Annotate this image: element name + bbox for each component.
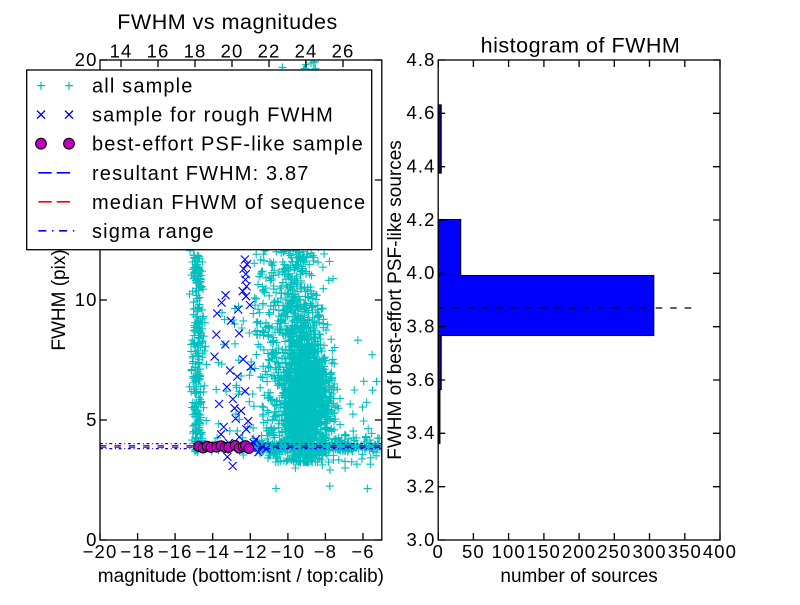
svg-text:16: 16	[147, 41, 170, 62]
svg-text:all sample: all sample	[92, 76, 194, 98]
svg-text:50: 50	[462, 541, 485, 562]
svg-text:−10: −10	[271, 541, 306, 562]
svg-text:FWHM vs magnitudes: FWHM vs magnitudes	[117, 10, 337, 34]
svg-text:200: 200	[562, 541, 596, 562]
svg-text:4.6: 4.6	[406, 102, 435, 123]
svg-text:−14: −14	[195, 541, 230, 562]
svg-text:24: 24	[295, 41, 318, 62]
svg-text:−18: −18	[120, 541, 155, 562]
svg-text:sigma range: sigma range	[92, 221, 215, 243]
svg-text:3.8: 3.8	[406, 315, 435, 336]
svg-text:26: 26	[332, 41, 355, 62]
svg-text:400: 400	[703, 541, 737, 562]
svg-text:number of sources: number of sources	[500, 566, 657, 587]
svg-text:20: 20	[221, 41, 244, 62]
svg-text:250: 250	[597, 541, 631, 562]
svg-text:18: 18	[184, 41, 207, 62]
svg-text:median FHWM of sequence: median FHWM of sequence	[92, 192, 366, 214]
svg-text:−6: −6	[351, 541, 374, 562]
svg-text:14: 14	[110, 41, 133, 62]
svg-text:300: 300	[632, 541, 666, 562]
svg-text:20: 20	[75, 49, 98, 70]
svg-text:−8: −8	[314, 541, 337, 562]
svg-text:10: 10	[75, 289, 98, 310]
svg-text:−16: −16	[158, 541, 193, 562]
svg-text:magnitude (bottom:isnt / top:c: magnitude (bottom:isnt / top:calib)	[98, 566, 384, 587]
svg-text:22: 22	[258, 41, 281, 62]
svg-text:4.8: 4.8	[406, 49, 435, 70]
svg-text:−20: −20	[83, 541, 118, 562]
svg-text:FWHM (pix): FWHM (pix)	[49, 249, 70, 350]
svg-text:3.6: 3.6	[406, 369, 435, 390]
svg-text:FWHM of best-effort PSF-like s: FWHM of best-effort PSF-like sources	[385, 140, 406, 460]
svg-text:5: 5	[86, 409, 97, 430]
svg-text:4.2: 4.2	[406, 209, 435, 230]
svg-text:150: 150	[527, 541, 561, 562]
svg-text:best-effort PSF-like sample: best-effort PSF-like sample	[92, 134, 364, 156]
svg-text:0: 0	[433, 541, 444, 562]
svg-text:3.4: 3.4	[406, 422, 435, 443]
svg-text:4.0: 4.0	[406, 262, 435, 283]
svg-text:resultant FWHM: 3.87: resultant FWHM: 3.87	[92, 163, 310, 185]
svg-text:histogram of FWHM: histogram of FWHM	[481, 34, 681, 58]
svg-text:350: 350	[668, 541, 702, 562]
svg-text:0: 0	[86, 529, 97, 550]
svg-text:sample for rough FWHM: sample for rough FWHM	[92, 105, 334, 127]
svg-text:3.0: 3.0	[406, 529, 435, 550]
svg-text:3.2: 3.2	[406, 475, 435, 496]
svg-text:−12: −12	[233, 541, 268, 562]
svg-text:4.4: 4.4	[406, 155, 435, 176]
svg-text:100: 100	[492, 541, 526, 562]
